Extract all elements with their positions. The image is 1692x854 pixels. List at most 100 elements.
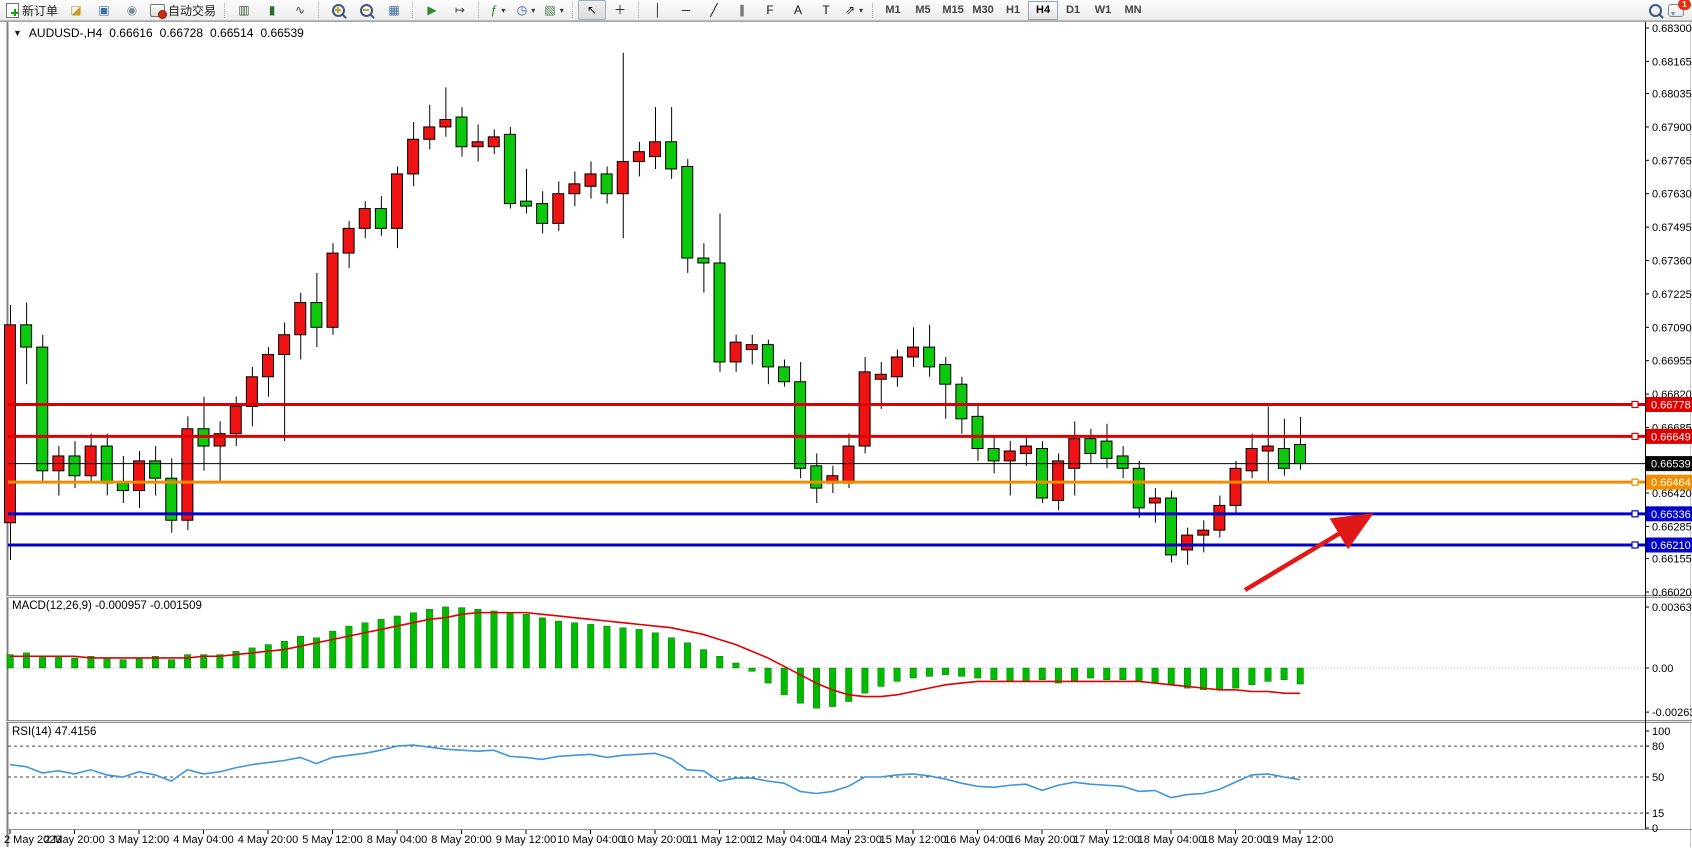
candle-body — [1245, 448, 1258, 472]
line-chart-icon: ∿ — [295, 3, 306, 17]
period-dropdown-button[interactable]: ◷ ▾ — [512, 0, 540, 20]
rsi-indicator-label: RSI(14) 47.4156 — [12, 726, 97, 738]
candle-body — [745, 344, 758, 351]
svg-text:9 May 12:00: 9 May 12:00 — [496, 834, 557, 846]
arrows-button[interactable]: ⇗ ▾ — [840, 0, 868, 20]
timeframe-m15-button[interactable]: M15 — [942, 4, 964, 16]
dropdown-caret-icon[interactable]: ▾ — [559, 5, 564, 15]
tile-windows-button[interactable]: ▦ — [380, 0, 408, 20]
zoom-out-icon — [359, 3, 373, 17]
template-dropdown-button[interactable]: ▧ ▾ — [540, 0, 568, 20]
candle-body — [1181, 534, 1194, 551]
new-order-button[interactable]: 新订单 — [2, 0, 62, 20]
timeframe-m5-button[interactable]: M5 — [915, 4, 931, 16]
timeframe-h4-button[interactable]: H4 — [1028, 0, 1059, 20]
tile-windows-icon: ▦ — [388, 3, 400, 17]
candlestick-chart-button[interactable]: ▮ — [258, 0, 286, 20]
zoom-in-icon — [331, 3, 345, 17]
text-button[interactable]: A — [784, 0, 812, 20]
candle-body — [632, 151, 645, 163]
chart-shift-button[interactable]: ↦ — [446, 0, 474, 20]
hline-handle[interactable] — [1631, 541, 1639, 549]
rsi-axis[interactable]: 100 80 50 15 0 — [1645, 726, 1670, 835]
trend-arrow[interactable] — [1243, 513, 1374, 592]
new-order-button-label: 新订单 — [22, 3, 59, 18]
candle-body — [907, 346, 919, 358]
candle-body — [262, 354, 274, 378]
timeframe-d1-button[interactable]: D1 — [1066, 4, 1081, 16]
candle-body — [987, 448, 1000, 462]
navigator-icon[interactable]: ◉ — [118, 0, 146, 20]
svg-text:0.003635: 0.003635 — [1652, 602, 1692, 614]
svg-text:4 May 04:00: 4 May 04:00 — [173, 834, 234, 846]
svg-text:19 May 12:00: 19 May 12:00 — [1267, 834, 1334, 846]
price-badge-0.66210: 0.66210 — [1646, 537, 1692, 553]
ohlc-high: 0.66728 — [159, 26, 204, 40]
bar-chart-button[interactable]: ▥ — [230, 0, 258, 20]
fibonacci-button[interactable]: F — [756, 0, 784, 20]
hline-handle[interactable] — [1631, 510, 1639, 518]
vertical-line-button[interactable]: │ — [644, 0, 672, 20]
timeframe-m1-button[interactable]: M1 — [885, 4, 901, 16]
horizontal-line-button[interactable]: ─ — [672, 0, 700, 20]
ohlc-low: 0.66514 — [210, 26, 254, 40]
candle-body — [729, 341, 742, 363]
svg-text:2 May 2023: 2 May 2023 — [4, 834, 61, 846]
search-icon[interactable] — [1649, 3, 1662, 17]
candle-body — [245, 376, 258, 407]
candle-body — [697, 257, 710, 264]
candle-body — [181, 428, 194, 521]
equidistant-channel-button[interactable]: ∥ — [728, 0, 756, 20]
hline-handle[interactable] — [1631, 432, 1639, 440]
chart-canvas[interactable]: 0.68300 0.68165 0.68035 0.67900 0.67765 0.676… — [0, 20, 1692, 854]
macd-axis[interactable]: 0.003635 0.00 -0.00263 — [1645, 602, 1692, 719]
svg-text:0: 0 — [1652, 823, 1658, 835]
dropdown-caret-icon[interactable]: ▾ — [531, 5, 536, 15]
vertical-line-icon: │ — [654, 3, 662, 17]
dropdown-caret-icon[interactable]: ▾ — [501, 5, 506, 15]
trendline-button[interactable]: ╱ — [700, 0, 728, 20]
autotrading-button[interactable]: 自动交易 — [146, 0, 220, 20]
crosshair-button[interactable]: ＋ — [606, 0, 634, 20]
timeframe-mn-button[interactable]: MN — [1124, 4, 1142, 16]
candle-body — [1213, 504, 1226, 531]
svg-text:4 May 20:00: 4 May 20:00 — [238, 834, 299, 846]
zoom-in-button[interactable] — [324, 0, 352, 20]
candle-body — [1277, 448, 1290, 469]
arrows-icon: ⇗ — [844, 3, 856, 17]
auto-scroll-button[interactable]: ▶ — [418, 0, 446, 20]
hline-handle[interactable] — [1631, 400, 1639, 409]
zoom-out-button[interactable] — [352, 0, 380, 20]
toolbar-separator — [638, 2, 640, 18]
candle-body — [1294, 444, 1306, 465]
timeframe-h1-button[interactable]: H1 — [1006, 4, 1021, 16]
candle-body — [713, 262, 726, 363]
chart-collapse-icon[interactable]: ▼ — [13, 28, 22, 38]
candle-body — [229, 405, 242, 435]
auto-scroll-icon: ▶ — [427, 3, 437, 17]
notifications-button[interactable]: 1 — [1668, 0, 1691, 17]
svg-text:11 May 12:00: 11 May 12:00 — [687, 834, 753, 846]
hline-handle[interactable] — [1631, 478, 1639, 486]
add-indicator-button[interactable]: ƒ ▾ — [484, 0, 512, 20]
text-label-button[interactable]: T — [812, 0, 840, 20]
candle-body — [1229, 467, 1242, 506]
dropdown-caret-icon[interactable]: ▾ — [859, 5, 864, 15]
symbol-ohlc-line[interactable]: ▼ AUDUSD-,H4 0.66616 0.66728 0.66514 0.6… — [13, 26, 304, 40]
candle-body — [1084, 438, 1097, 454]
svg-text:2 May 20:00: 2 May 20:00 — [44, 834, 105, 846]
candle-body — [520, 200, 532, 207]
cursor-button[interactable]: ↖ — [578, 0, 607, 20]
timeframe-w1-button[interactable]: W1 — [1094, 4, 1112, 16]
candle-body — [939, 363, 952, 385]
svg-text:0.66955: 0.66955 — [1652, 356, 1692, 368]
market-watch-icon-icon: ▣ — [98, 3, 110, 17]
candle-body — [568, 183, 581, 195]
chart-window-icon[interactable]: ◪ — [62, 0, 90, 20]
timeframe-m30-button[interactable]: M30 — [972, 4, 994, 16]
market-watch-icon[interactable]: ▣ — [90, 0, 118, 20]
line-chart-button[interactable]: ∿ — [286, 0, 314, 20]
svg-text:0.67360: 0.67360 — [1652, 256, 1692, 268]
svg-text:0.66155: 0.66155 — [1652, 554, 1692, 566]
